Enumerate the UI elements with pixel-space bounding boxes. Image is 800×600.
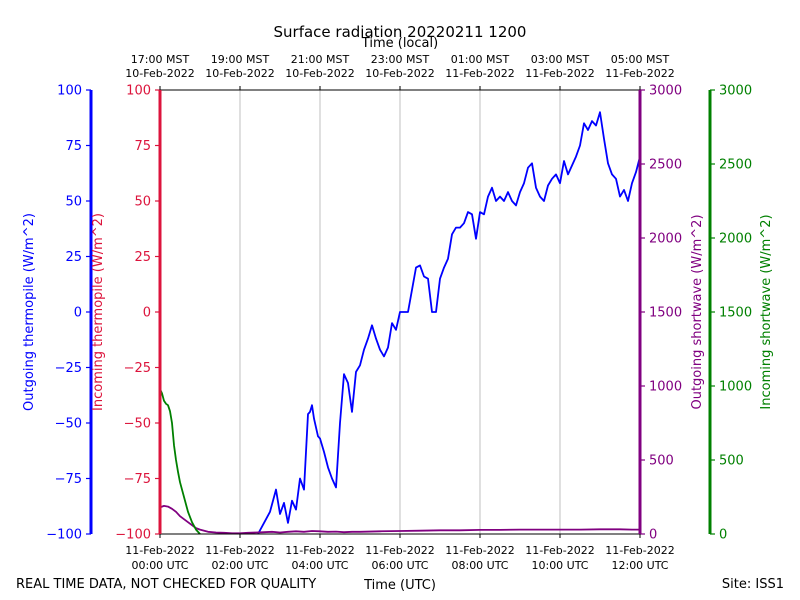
x-tick-label-date: 11-Feb-2022 bbox=[205, 544, 274, 557]
y-tick-label: 1000 bbox=[649, 380, 682, 395]
y-tick-label: 2500 bbox=[649, 158, 682, 173]
top-tick-label-date: 11-Feb-2022 bbox=[605, 67, 674, 80]
y-tick-label: 75 bbox=[65, 139, 82, 154]
y-tick-label: 2000 bbox=[719, 232, 752, 247]
y-tick-label: 3000 bbox=[649, 84, 682, 99]
y-tick-label: 2500 bbox=[719, 158, 752, 173]
y-tick-label: 100 bbox=[57, 84, 82, 99]
y-axis-label-out_sw: Outgoing shortwave (W/m^2) bbox=[690, 214, 705, 409]
y-axis-label-in_thermo: Incoming thermopile (W/m^2) bbox=[91, 213, 106, 411]
y-tick-label: 500 bbox=[649, 454, 674, 469]
x-tick-label-date: 11-Feb-2022 bbox=[525, 544, 594, 557]
y-tick-label: 3000 bbox=[719, 84, 752, 99]
y-tick-label: −25 bbox=[124, 361, 151, 376]
x-tick-label-date: 11-Feb-2022 bbox=[365, 544, 434, 557]
y-tick-label: 0 bbox=[649, 528, 657, 543]
x-tick-label-date: 11-Feb-2022 bbox=[605, 544, 674, 557]
y-axis-label-out_thermo: Outgoing thermopile (W/m^2) bbox=[22, 213, 37, 411]
y-tick-label: 25 bbox=[65, 250, 82, 265]
y-tick-label: 500 bbox=[719, 454, 744, 469]
vertical-grid bbox=[239, 90, 561, 534]
series-line-incoming-shortwave bbox=[159, 388, 201, 535]
y-tick-label: 0 bbox=[719, 528, 727, 543]
y-tick-label: −25 bbox=[55, 361, 82, 376]
y-tick-label: 1000 bbox=[719, 380, 752, 395]
x-tick-label-utc: 08:00 UTC bbox=[451, 559, 508, 572]
x-tick-label-date: 11-Feb-2022 bbox=[125, 544, 194, 557]
y-tick-label: −100 bbox=[115, 528, 151, 543]
x-tick-label-utc: 02:00 UTC bbox=[211, 559, 268, 572]
y-tick-label: −100 bbox=[46, 528, 82, 543]
y-tick-label: 0 bbox=[143, 306, 151, 321]
top-tick-label-date: 11-Feb-2022 bbox=[445, 67, 514, 80]
x-tick-label-date: 11-Feb-2022 bbox=[445, 544, 514, 557]
top-tick-label-time: 23:00 MST bbox=[371, 53, 430, 66]
y-tick-label: 100 bbox=[126, 84, 151, 99]
top-tick-label-time: 05:00 MST bbox=[611, 53, 670, 66]
x-tick-label-utc: 00:00 UTC bbox=[131, 559, 188, 572]
top-tick-label-date: 10-Feb-2022 bbox=[285, 67, 354, 80]
top-tick-label-time: 17:00 MST bbox=[131, 53, 190, 66]
top-tick-label-time: 03:00 MST bbox=[531, 53, 590, 66]
y-tick-label: −50 bbox=[124, 417, 151, 432]
quality-disclaimer: REAL TIME DATA, NOT CHECKED FOR QUALITY bbox=[16, 577, 316, 592]
series-line-outgoing-shortwave bbox=[159, 504, 640, 535]
series-group bbox=[159, 111, 641, 535]
y-tick-label: 0 bbox=[74, 306, 82, 321]
y-tick-label: 1500 bbox=[649, 306, 682, 321]
y-tick-label: 75 bbox=[134, 139, 151, 154]
chart-title: Surface radiation 20220211 1200 bbox=[274, 23, 527, 41]
y-tick-label: 50 bbox=[134, 195, 151, 210]
series-line-outgoing-thermopile bbox=[257, 111, 641, 535]
x-axis-label: Time (UTC) bbox=[363, 578, 436, 593]
top-tick-label-date: 10-Feb-2022 bbox=[205, 67, 274, 80]
top-tick-label-date: 10-Feb-2022 bbox=[365, 67, 434, 80]
top-tick-label-date: 11-Feb-2022 bbox=[525, 67, 594, 80]
site-label: Site: ISS1 bbox=[722, 577, 784, 592]
y-tick-label: 2000 bbox=[649, 232, 682, 247]
x-tick-label-date: 11-Feb-2022 bbox=[285, 544, 354, 557]
x-tick-label-utc: 06:00 UTC bbox=[371, 559, 428, 572]
top-tick-label-date: 10-Feb-2022 bbox=[125, 67, 194, 80]
top-tick-label-time: 21:00 MST bbox=[291, 53, 350, 66]
y-tick-label: −75 bbox=[124, 472, 151, 487]
y-tick-label: 25 bbox=[134, 250, 151, 265]
y-axis-label-in_sw: Incoming shortwave (W/m^2) bbox=[759, 214, 774, 409]
y-tick-label: 1500 bbox=[719, 306, 752, 321]
y-tick-label: −50 bbox=[55, 417, 82, 432]
x-tick-label-utc: 10:00 UTC bbox=[531, 559, 588, 572]
x-tick-label-utc: 12:00 UTC bbox=[611, 559, 668, 572]
axes-group: −100 −75 −50 −25 0 25 50 75 100 Outgoing thermopi… bbox=[22, 84, 774, 543]
y-tick-label: 50 bbox=[65, 195, 82, 210]
x-tick-label-utc: 04:00 UTC bbox=[291, 559, 348, 572]
top-tick-label-time: 01:00 MST bbox=[451, 53, 510, 66]
top-axis-label: Time (local) bbox=[361, 36, 438, 51]
top-tick-label-time: 19:00 MST bbox=[211, 53, 270, 66]
y-tick-label: −75 bbox=[55, 472, 82, 487]
